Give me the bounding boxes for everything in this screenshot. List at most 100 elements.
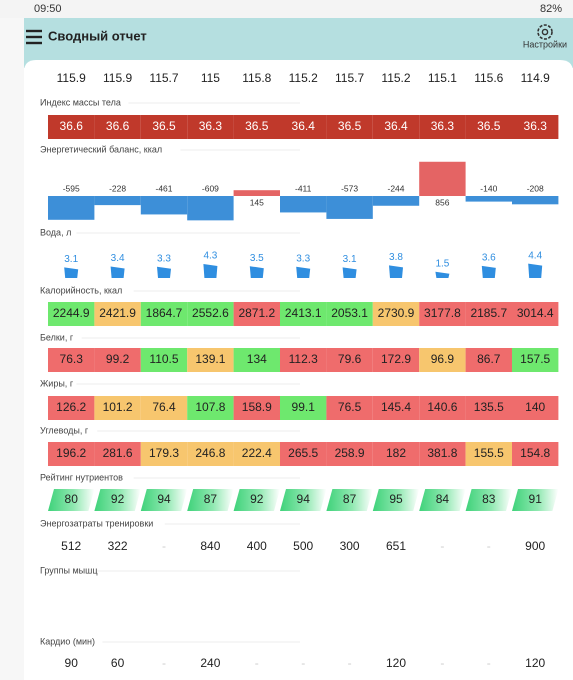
balance-bar	[326, 196, 373, 219]
cell-value: 36.5	[245, 119, 269, 133]
value: -	[487, 656, 491, 670]
cell	[280, 302, 327, 326]
rating-value: 84	[436, 492, 450, 506]
value: 322	[108, 539, 128, 553]
cell	[233, 396, 280, 420]
cell	[512, 348, 559, 372]
cell-value: 1864.7	[146, 306, 183, 320]
value: 115.8	[242, 71, 271, 85]
cell-value: 126.2	[56, 400, 86, 414]
cell-value: 2053.1	[331, 306, 368, 320]
cell	[187, 442, 234, 466]
balance-bar	[48, 196, 95, 220]
cell	[465, 115, 512, 139]
rating-value: 92	[250, 492, 264, 506]
section-label: Углеводы, г	[40, 425, 89, 435]
water-label: 3.5	[250, 253, 264, 264]
menu-button[interactable]	[26, 29, 42, 45]
balance-label: -208	[527, 183, 544, 193]
cell	[512, 396, 559, 420]
water-glass	[481, 265, 496, 278]
cell	[140, 348, 188, 372]
water-label: 4.3	[203, 251, 217, 262]
rating-value: 83	[482, 492, 496, 506]
value: 60	[111, 656, 125, 670]
cell-value: 179.3	[149, 446, 179, 460]
cell-value: 99.1	[292, 400, 316, 414]
value: 651	[386, 539, 406, 553]
cell	[140, 302, 188, 326]
cell	[419, 348, 466, 372]
cell-value: 154.8	[520, 446, 550, 460]
cell	[48, 442, 95, 466]
balance-label: -595	[63, 183, 80, 193]
water-glass	[203, 263, 218, 278]
value: 900	[525, 539, 545, 553]
value: -	[301, 656, 305, 670]
rating-value: 80	[65, 492, 79, 506]
cell-value: 222.4	[242, 446, 272, 460]
rating-cell	[94, 489, 141, 511]
section-label: Энергетический баланс, ккал	[40, 144, 162, 154]
cell-value: 112.3	[289, 352, 318, 366]
cell-value: 2185.7	[470, 306, 507, 320]
balance-label: 145	[250, 197, 264, 207]
cell	[187, 115, 234, 139]
cell	[512, 442, 559, 466]
rating-value: 94	[297, 492, 311, 506]
balance-bar	[94, 196, 141, 206]
balance-label: -573	[341, 183, 358, 193]
value: 115.9	[103, 71, 132, 85]
cell-value: 381.8	[427, 446, 457, 460]
cell	[419, 302, 466, 326]
status-battery: 82%	[540, 3, 562, 15]
water-glass	[296, 266, 311, 278]
rating-cell	[419, 489, 466, 511]
cell	[94, 396, 141, 420]
water-glass	[389, 265, 403, 278]
balance-bar	[140, 196, 188, 215]
water-label: 3.1	[64, 254, 78, 265]
value: 840	[200, 539, 220, 553]
cell	[94, 348, 141, 372]
rating-cell	[372, 489, 420, 511]
cell	[48, 396, 95, 420]
rating-value: 95	[389, 492, 403, 506]
cell	[465, 442, 512, 466]
cell	[187, 348, 234, 372]
value: -	[440, 539, 444, 553]
cell-value: 76.5	[338, 400, 362, 414]
cell-value: 86.7	[477, 352, 501, 366]
settings-label[interactable]: Настройки	[523, 39, 567, 49]
balance-bar	[465, 196, 512, 202]
cell-value: 36.5	[477, 119, 501, 133]
cell-value: 2871.2	[238, 306, 275, 320]
section-label: Жиры, г	[40, 378, 74, 388]
cell-value: 281.6	[103, 446, 133, 460]
cell	[94, 115, 141, 139]
report: 115.9 115.9 115.7 115 115.8 115.2 115.7 115.2 11…	[40, 71, 559, 670]
water-glass	[342, 267, 357, 278]
cell	[372, 115, 420, 139]
section-label: Кардио (мин)	[40, 636, 95, 646]
cell-value: 265.5	[288, 446, 318, 460]
settings-button[interactable]: Настройки	[523, 24, 567, 49]
cell-value: 135.5	[474, 400, 504, 414]
water-label: 3.6	[482, 253, 496, 264]
cell	[465, 302, 512, 326]
cell-value: 258.9	[335, 446, 365, 460]
cell-value: 36.3	[199, 119, 223, 133]
cell-value: 36.3	[431, 119, 455, 133]
rating-value: 87	[343, 492, 357, 506]
cell	[140, 442, 188, 466]
cell	[140, 115, 188, 139]
section-label: Индекс массы тела	[40, 97, 121, 107]
value: 115.2	[381, 71, 410, 85]
rating-cell	[48, 489, 95, 511]
balance-label: -244	[387, 183, 404, 193]
cell-value: 110.5	[149, 352, 178, 366]
section-label: Энергозатраты тренировки	[40, 518, 153, 528]
balance-bar	[372, 196, 420, 206]
rating-cell	[326, 489, 373, 511]
cell	[140, 396, 188, 420]
